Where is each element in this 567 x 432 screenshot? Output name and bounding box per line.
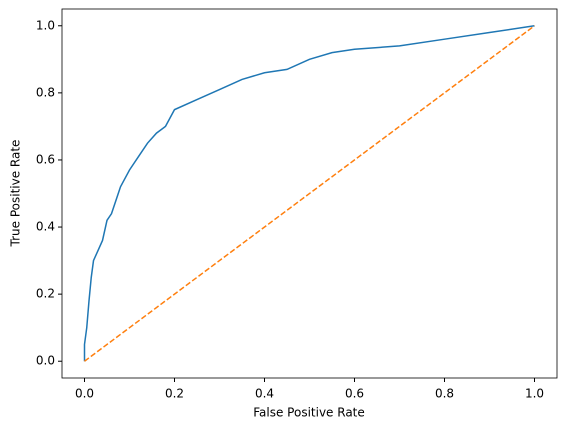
y-tick-label: 0.8 [36, 85, 55, 99]
x-tick-label: 0.4 [255, 387, 274, 401]
series-line [83, 25, 535, 362]
y-tick-label: 0.6 [36, 152, 55, 166]
x-tick-label: 0.2 [165, 387, 184, 401]
y-tick-label: 0.0 [36, 354, 55, 368]
x-tick-label: 0.8 [435, 387, 454, 401]
y-axis-label: True Positive Rate [9, 140, 23, 248]
x-tick-label: 0.0 [75, 387, 94, 401]
y-tick-label: 0.4 [36, 220, 55, 234]
series-line [84, 25, 535, 362]
y-tick-label: 1.0 [36, 18, 55, 32]
plot-frame [61, 8, 558, 379]
x-tick-label: 0.6 [345, 387, 364, 401]
x-tick-label: 1.0 [525, 387, 544, 401]
x-axis-label: False Positive Rate [253, 406, 365, 420]
y-tick-label: 0.2 [36, 287, 55, 301]
